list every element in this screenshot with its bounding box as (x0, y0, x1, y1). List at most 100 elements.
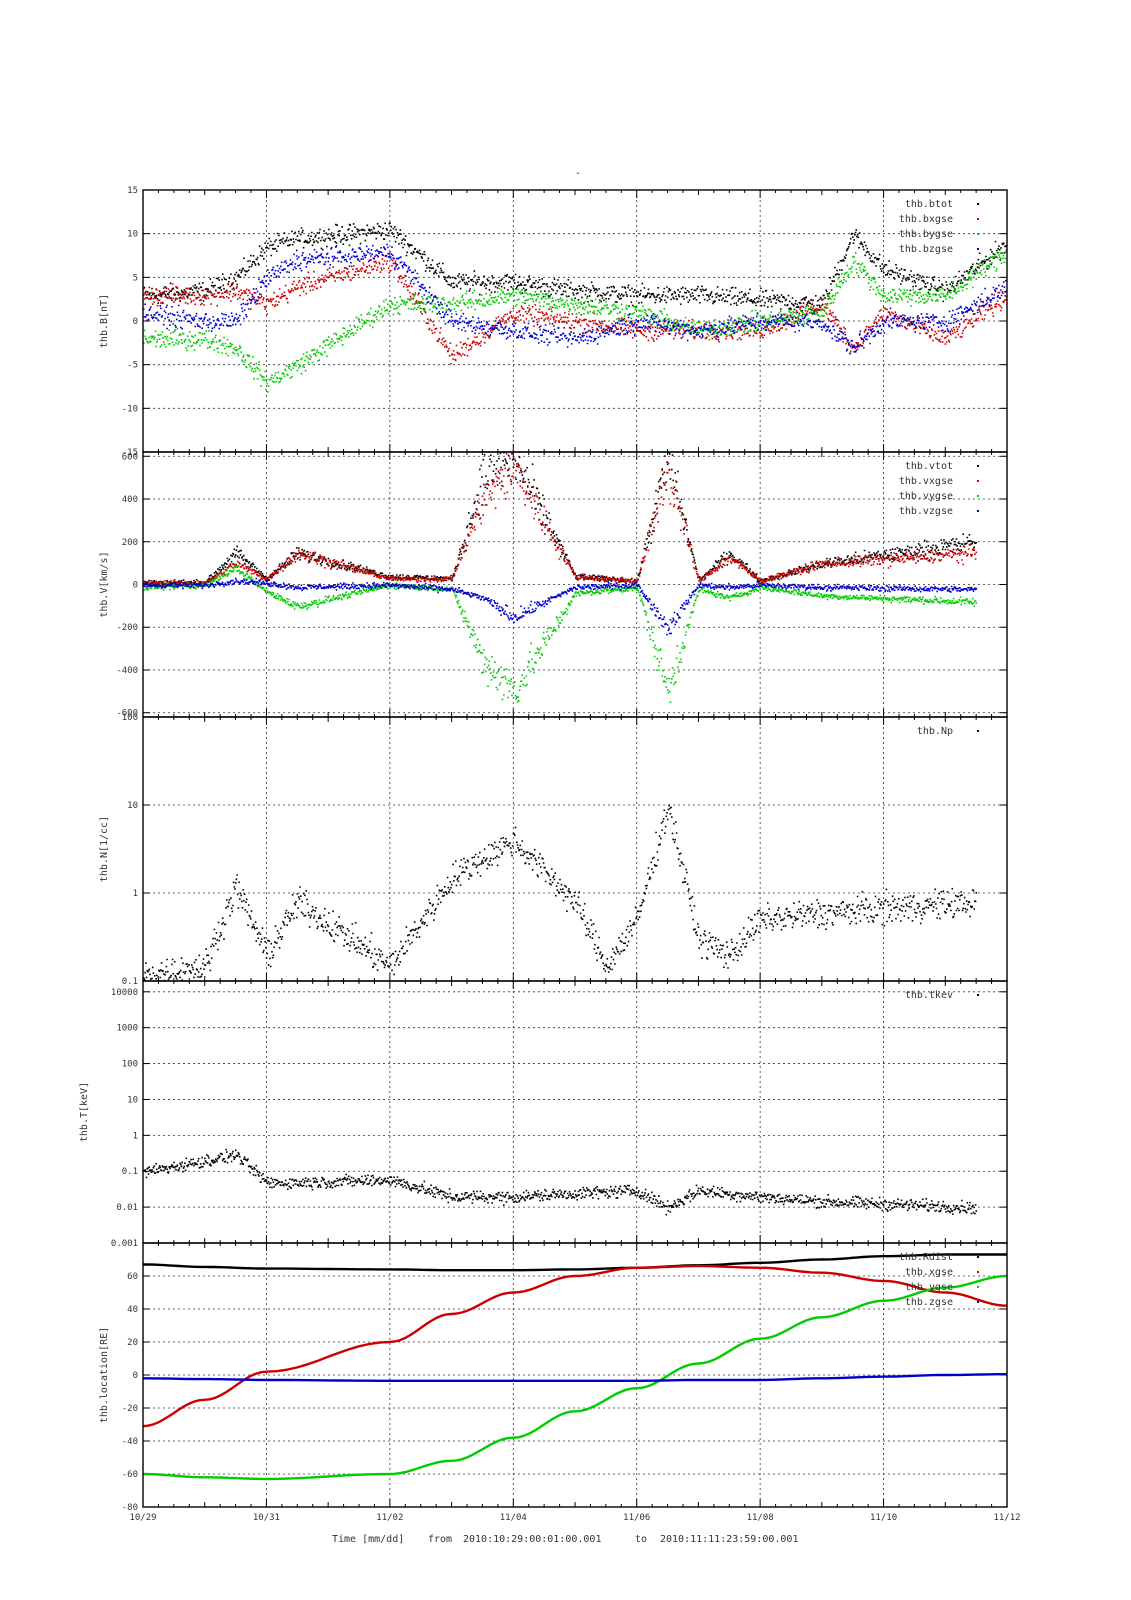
legend-marker (977, 510, 979, 512)
legend-label: thb.vxgse (899, 476, 953, 487)
y-tick-label: -200 (116, 623, 138, 633)
series-thb-tkev (143, 1148, 978, 1216)
series-thb-bzgse (143, 243, 1007, 355)
y-tick-label: 5 (133, 273, 138, 283)
footer-from: 2010:10:29:00:01:00.001 (463, 1534, 601, 1545)
x-tick-label: 11/08 (747, 1513, 774, 1523)
panel-3: 100 10 1 0.1 thb.N[1/cc] thb.Np (99, 713, 1008, 987)
y-tick-label: -80 (122, 1503, 138, 1513)
series-points-thb-btot (143, 222, 1007, 313)
y-axis-label: thb.N[1/cc] (99, 816, 110, 882)
series-thb-vzgse (143, 577, 978, 636)
panel-4: 10000 1000 100 10 1 0.1 0.01 0.001 thb.T[keV] thb… (79, 980, 1008, 1249)
footer-xlabel: Time [mm/dd] (332, 1534, 404, 1545)
series-points-thb-Np (143, 804, 978, 981)
y-tick-label: 1000 (116, 1024, 138, 1034)
legend-marker (977, 1301, 979, 1303)
y-tick-label: 0.01 (116, 1203, 138, 1213)
legend-marker (977, 1256, 979, 1258)
legend-marker (977, 203, 979, 205)
legend-marker (977, 233, 979, 235)
x-tick-label: 11/06 (623, 1513, 650, 1523)
footer-to: 2010:11:11:23:59:00.001 (660, 1534, 798, 1545)
y-tick-label: 0 (133, 317, 138, 327)
plot-area (143, 1253, 1007, 1481)
x-tick-label: 11/10 (870, 1513, 897, 1523)
legend-label: thb.bzgse (899, 244, 953, 255)
legend-marker (977, 495, 979, 497)
y-tick-label: 100 (122, 713, 138, 723)
panel-2: 600 400 200 0 -200 -400 -600 thb.V[km/s] thb.vto… (99, 451, 1008, 719)
panel-5: 60 40 20 0 -20 -40 -60 -80 thb.location[RE] thb.R… (99, 1242, 1021, 1523)
panel-frame (142, 716, 1008, 982)
y-axis-label: thb.location[RE] (99, 1327, 110, 1423)
legend-label: thb.bxgse (899, 214, 953, 225)
y-tick-label: -20 (122, 1404, 138, 1414)
y-tick-label: 10 (127, 230, 138, 240)
series-line-thb-ygse (143, 1274, 1007, 1481)
x-tick-label: 10/31 (253, 1513, 280, 1523)
y-tick-label: 1 (133, 889, 138, 899)
legend-marker (977, 1271, 979, 1273)
series-thb-bxgse (143, 251, 1007, 365)
series-thb-btot (143, 222, 1007, 313)
y-tick-label: 0 (133, 1371, 138, 1381)
footer-from-label: from (428, 1534, 452, 1545)
legend-label: thb.bygse (899, 229, 953, 240)
plot-area (143, 1148, 978, 1216)
legend-label: thb.tkev (905, 990, 953, 1001)
series-points-thb-tkev (143, 1148, 978, 1216)
page-title: - (575, 168, 581, 179)
footer: Time [mm/dd] from 2010:10:29:00:01:00.00… (332, 1534, 798, 1545)
y-tick-label: -600 (116, 709, 138, 719)
y-tick-label: 400 (122, 495, 138, 505)
y-tick-label: 10 (127, 801, 138, 811)
legend-marker (977, 218, 979, 220)
x-tick-label: 11/04 (500, 1513, 527, 1523)
y-tick-label: 200 (122, 538, 138, 548)
y-tick-label: 20 (127, 1338, 138, 1348)
y-tick-label: -60 (122, 1470, 138, 1480)
y-axis-label: thb.T[keV] (79, 1082, 90, 1142)
y-tick-label: 100 (122, 1060, 138, 1070)
y-axis-label: thb.B[nT] (99, 294, 110, 348)
x-tick-label: 11/12 (993, 1513, 1020, 1523)
y-tick-label: 15 (127, 186, 138, 196)
legend-label: thb.vzgse (899, 506, 953, 517)
legend-label: thb.xgse (905, 1267, 953, 1278)
legend-marker (977, 994, 979, 996)
series-thb-Np (143, 804, 978, 981)
y-tick-label: -400 (116, 666, 138, 676)
series-points-thb-vzgse (143, 577, 978, 636)
plot-area (143, 804, 978, 981)
legend-label: thb.zgse (905, 1297, 953, 1308)
legend-label: thb.btot (905, 199, 953, 210)
legend-marker (977, 248, 979, 250)
legend-label: thb.vygse (899, 491, 953, 502)
legend-label: thb.Rdist (899, 1252, 953, 1263)
y-tick-label: 10 (127, 1095, 138, 1105)
panel-frame (142, 1242, 1008, 1508)
legend: thb.Rdist thb.xgse thb.ygse thb.zgse (899, 1252, 979, 1308)
panels: 151050-5-10-15thb.B[nT]thb.btotthb.bxgse… (79, 186, 1021, 1523)
legend: thb.Np (917, 726, 979, 737)
plot-area (143, 452, 978, 710)
legend-label: thb.Np (917, 726, 953, 737)
legend-marker (977, 465, 979, 467)
series-points-thb-vygse (143, 565, 978, 710)
legend-label: thb.vtot (905, 461, 953, 472)
x-tick-label: 11/02 (376, 1513, 403, 1523)
legend-marker (977, 1286, 979, 1288)
y-tick-label: -5 (127, 361, 138, 371)
y-tick-label: 600 (122, 452, 138, 462)
y-tick-label: 0.1 (122, 977, 138, 987)
legend-marker (977, 480, 979, 482)
y-tick-label: 60 (127, 1272, 138, 1282)
y-axis-label: thb.V[km/s] (99, 551, 110, 617)
y-tick-label: 1 (133, 1131, 138, 1141)
y-tick-label: 40 (127, 1305, 138, 1315)
legend-label: thb.ygse (905, 1282, 953, 1293)
y-tick-label: 0.001 (111, 1239, 138, 1249)
series-points-thb-bxgse (143, 251, 1007, 365)
